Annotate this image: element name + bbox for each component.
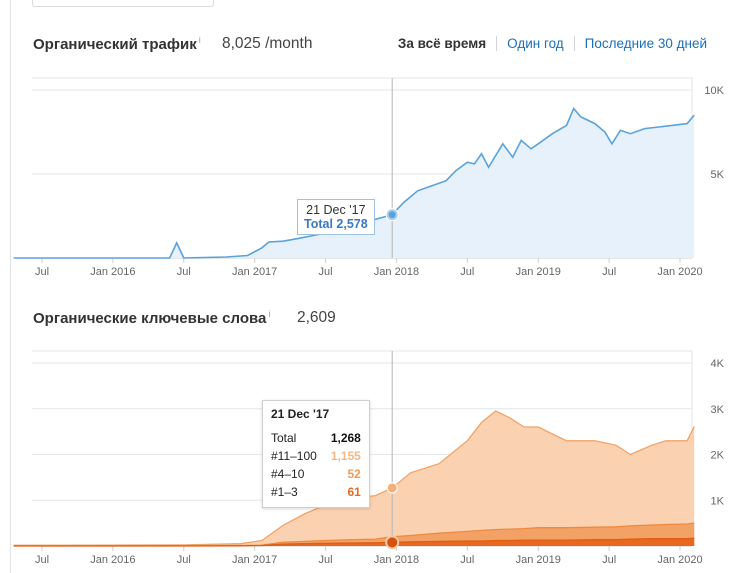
keywords-tooltip-date: 21 Dec '17 [271, 407, 330, 421]
traffic-x-tick-label: Jul [319, 266, 333, 278]
info-icon[interactable]: i [268, 309, 271, 319]
keywords-x-tick-label: Jul [319, 554, 333, 566]
keywords-x-tick-label: Jan 2017 [232, 554, 277, 566]
left-divider [10, 0, 11, 573]
info-icon[interactable]: i [198, 35, 201, 45]
keywords-x-tick-label: Jul [177, 554, 191, 566]
keywords-hover-point-11-100 [386, 482, 398, 494]
traffic-tooltip-total-value: 2,578 [336, 217, 368, 231]
traffic-x-tick-label: Jul [177, 266, 191, 278]
tooltip-row-11-100: #11–100 1,155 [271, 449, 361, 463]
traffic-area [13, 108, 695, 258]
traffic-line [13, 106, 695, 259]
tooltip-value-11-100: 1,155 [330, 449, 361, 463]
traffic-x-tick-label: Jan 2019 [516, 266, 561, 278]
tooltip-row-total: Total 1,268 [271, 431, 361, 445]
range-last-30-days[interactable]: Последние 30 дней [573, 36, 707, 51]
tooltip-value-1-3: 61 [347, 485, 361, 499]
traffic-x-tick-label: Jul [460, 266, 474, 278]
traffic-title-text: Органический трафик [33, 36, 197, 53]
tooltip-value-total: 1,268 [330, 431, 361, 445]
traffic-metric: 8,025 /month [222, 35, 313, 52]
tooltip-value-4-10: 52 [347, 467, 361, 481]
date-range-selector: За всё время Один год Последние 30 дней [388, 36, 707, 51]
keywords-y-tick-label: 3K [711, 404, 725, 416]
traffic-y-tick-label: 10K [704, 85, 724, 97]
keywords-y-tick-label: 2K [711, 450, 725, 462]
keywords-area-4-10-line [13, 522, 695, 547]
range-all-time[interactable]: За всё время [397, 36, 487, 51]
traffic-x-tick-label: Jan 2016 [90, 266, 135, 278]
traffic-x-tick-label: Jan 2017 [232, 266, 277, 278]
keywords-title-text: Органические ключевые слова [33, 310, 267, 327]
traffic-y-tick-label: 5K [711, 169, 725, 181]
keywords-area-11-100-line [13, 410, 695, 546]
traffic-title: Органический трафик i [33, 35, 201, 53]
keywords-x-tick-label: Jan 2020 [657, 554, 702, 566]
keywords-x-tick-label: Jul [602, 554, 616, 566]
keywords-x-tick-label: Jan 2016 [90, 554, 135, 566]
keywords-y-tick-label: 4K [711, 358, 725, 370]
keywords-tooltip-table: Total 1,268 #11–100 1,155 #4–10 52 #1–3 61 [271, 429, 361, 501]
tooltip-row-4-10: #4–10 52 [271, 467, 361, 481]
traffic-chart[interactable]: 5K 10K Jul Jan 2016 Jul Jan 2017 Jul Jan 2018 Ju… [0, 70, 737, 280]
traffic-x-tick-label: Jul [35, 266, 49, 278]
traffic-tooltip-date: 21 Dec '17 [306, 203, 366, 217]
keywords-tooltip: 21 Dec '17 Total 1,268 #11–100 1,155 #4–10… [262, 400, 370, 508]
keywords-x-tick-label: Jan 2019 [516, 554, 561, 566]
traffic-x-tick-label: Jan 2018 [374, 266, 419, 278]
keywords-x-tick-label: Jan 2018 [374, 554, 419, 566]
traffic-hover-point [388, 211, 396, 219]
keywords-title: Органические ключевые слова i [33, 309, 270, 327]
keywords-x-tick-label: Jul [35, 554, 49, 566]
traffic-tooltip: 21 Dec '17 Total 2,578 [297, 199, 375, 235]
range-one-year[interactable]: Один год [496, 36, 574, 51]
traffic-tooltip-total-label: Total [304, 217, 333, 231]
traffic-x-tick-label: Jul [602, 266, 616, 278]
keywords-area-11-100 [13, 411, 695, 546]
keywords-y-tick-label: 1K [711, 495, 725, 507]
traffic-x-tick-label: Jan 2020 [657, 266, 702, 278]
keywords-metric: 2,609 [297, 309, 336, 326]
tooltip-row-1-3: #1–3 61 [271, 485, 361, 499]
top-input-edge [32, 0, 214, 7]
keywords-x-tick-label: Jul [460, 554, 474, 566]
keywords-hover-point-1-3 [385, 535, 400, 550]
keywords-area-1-3-line [13, 537, 695, 547]
